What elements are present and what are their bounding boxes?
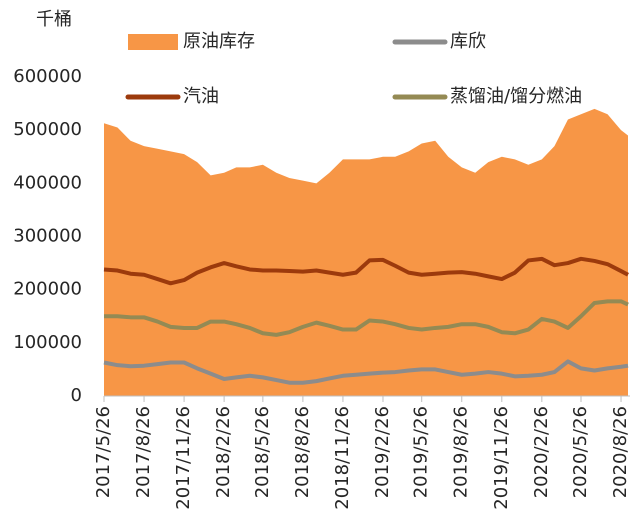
x-tick-label: 2019/2/26: [372, 406, 393, 498]
x-tick-label: 2020/8/26: [610, 406, 630, 498]
legend-label: 库欣: [450, 31, 486, 52]
line: [103, 256, 629, 286]
x-tick-label: 2020/5/26: [570, 406, 591, 498]
x-tick-label: 2020/2/26: [531, 406, 552, 498]
x-tick-label: 2019/8/26: [451, 406, 472, 498]
x-tick-label: 2017/11/26: [173, 406, 194, 510]
legend-label: 原油库存: [183, 31, 255, 52]
y-unit: 千桶: [36, 9, 72, 30]
line: [104, 299, 629, 337]
y-tick-label: 400000: [13, 172, 82, 193]
x-tick-label: 2017/8/26: [133, 406, 154, 498]
y-tick-label: 600000: [13, 66, 82, 87]
x-tick-label: 2018/11/26: [332, 406, 353, 510]
y-tick-label: 100000: [13, 332, 82, 353]
y-tick-label: 0: [71, 385, 82, 406]
y-tick-label: 500000: [13, 119, 82, 140]
x-tick-label: 2018/5/26: [252, 406, 273, 498]
x-tick-label: 2018/2/26: [213, 406, 234, 498]
area: [104, 108, 628, 397]
legend-label: 汽油: [183, 86, 219, 107]
line: [103, 359, 629, 385]
legend-label: 蒸馏油/馏分燃油: [450, 86, 582, 107]
x-tick-label: 2018/8/26: [292, 406, 313, 498]
x-tick-label: 2017/5/26: [93, 406, 114, 498]
y-tick-label: 200000: [13, 279, 82, 300]
x-tick-label: 2019/11/26: [491, 406, 512, 510]
legend-swatch: [128, 34, 178, 50]
x-tick-label: 2019/5/26: [411, 406, 432, 498]
y-tick-label: 300000: [13, 226, 82, 247]
